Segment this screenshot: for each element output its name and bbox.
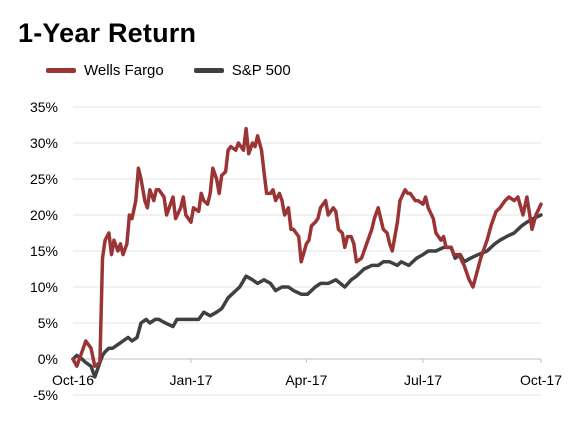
series-lines <box>71 126 543 379</box>
y-tick-labels: -5% 0% 5% 10% 15% 20% 25% 30% 35% <box>30 99 58 403</box>
y-tick-label-7: 30% <box>30 135 58 151</box>
y-tick-label-0: -5% <box>33 387 58 403</box>
series-line-wells-fargo <box>71 126 543 368</box>
x-tick-label-4: Oct-17 <box>520 372 562 388</box>
legend-swatch-sp500 <box>193 68 224 73</box>
x-tick-label-0: Oct-16 <box>52 372 94 388</box>
gridlines <box>73 106 541 396</box>
legend: Wells Fargo S&P 500 <box>46 62 291 79</box>
x-tick-label-2: Apr-17 <box>285 372 327 388</box>
x-tick-label-1: Jan-17 <box>170 372 213 388</box>
legend-entry-wells-fargo: Wells Fargo <box>46 62 164 79</box>
series-line-sp500 <box>71 213 543 379</box>
legend-entry-sp500: S&P 500 <box>193 62 291 79</box>
y-tick-label-5: 20% <box>30 207 58 223</box>
y-tick-label-8: 35% <box>30 99 58 115</box>
legend-swatch-wells-fargo <box>46 68 76 73</box>
y-tick-label-1: 0% <box>38 351 58 367</box>
x-tick-label-3: Jul-17 <box>404 372 442 388</box>
chart-title: 1-Year Return <box>18 18 197 48</box>
y-tick-label-4: 15% <box>30 243 58 259</box>
x-axis <box>72 358 542 363</box>
legend-label-wells-fargo: Wells Fargo <box>84 62 164 79</box>
x-tick-labels: Oct-16 Jan-17 Apr-17 Jul-17 Oct-17 <box>52 372 562 388</box>
legend-label-sp500: S&P 500 <box>231 62 291 79</box>
y-tick-label-2: 5% <box>38 315 58 331</box>
y-tick-label-3: 10% <box>30 279 58 295</box>
y-tick-label-6: 25% <box>30 171 58 187</box>
